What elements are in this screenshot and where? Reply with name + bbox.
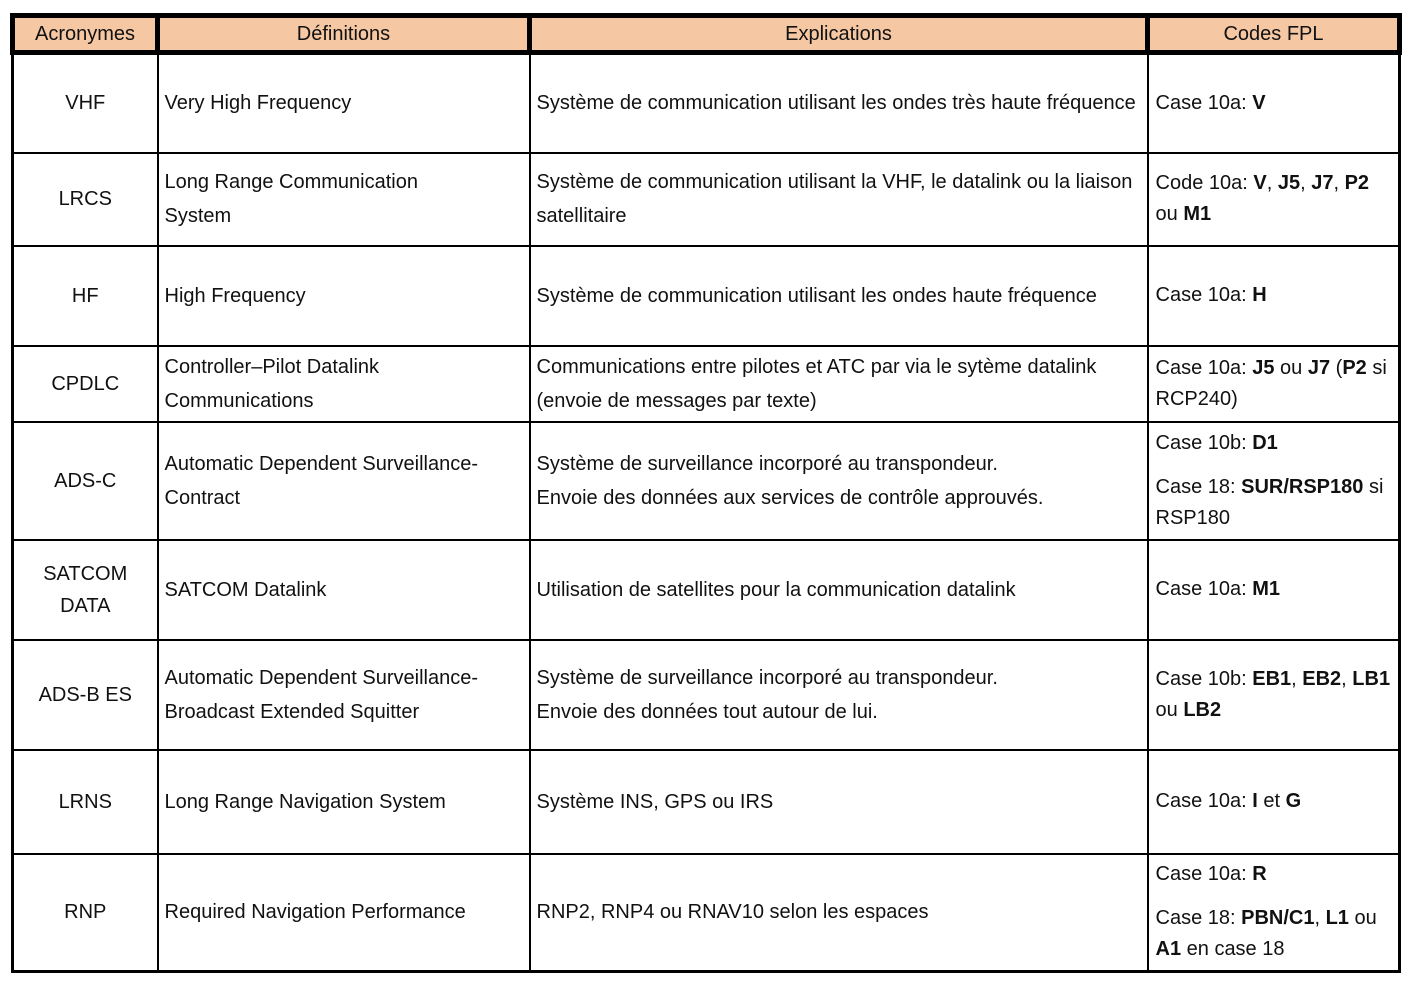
explanation-cell: Utilisation de satellites pour la commun… <box>528 538 1149 641</box>
acronym-cell: HF <box>11 244 159 347</box>
acronym-cell: ADS-B ES <box>11 638 159 751</box>
explanation-cell: Système de communication utilisant la VH… <box>528 151 1149 247</box>
definition-cell: Automatic Dependent Surveillance- Broadca… <box>156 638 531 751</box>
explanation-cell: Communications entre pilotes et ATC par … <box>528 344 1149 423</box>
explanation-cell: Système INS, GPS ou IRS <box>528 748 1149 855</box>
codes-cell: Case 10b: EB1, EB2, LB1 ou LB2 <box>1146 638 1401 751</box>
definition-cell: Long Range Navigation System <box>156 748 531 855</box>
explanation-cell: Système de communication utilisant les o… <box>528 51 1149 154</box>
codes-cell: Case 10b: D1 Case 18: SUR/RSP180 si RSP18… <box>1146 420 1401 541</box>
acronym-cell: LRCS <box>11 151 159 247</box>
acronym-cell: SATCOM DATA <box>11 538 159 641</box>
table-row: ADS-B ES Automatic Dependent Surveillanc… <box>11 638 1401 751</box>
definition-cell: High Frequency <box>156 244 531 347</box>
definition-cell: Long Range Communication System <box>156 151 531 247</box>
table-row: RNP Required Navigation Performance RNP2… <box>11 852 1401 973</box>
table-row: LRNS Long Range Navigation System Systèm… <box>11 748 1401 855</box>
definition-cell: Required Navigation Performance <box>156 852 531 973</box>
acronym-cell: ADS-C <box>11 420 159 541</box>
table-header-row: Acronymes Définitions Explications Codes… <box>10 13 1402 55</box>
definition-cell: Controller–Pilot Datalink Communications <box>156 344 531 423</box>
codes-cell: Code 10a: V, J5, J7, P2 ou M1 <box>1146 151 1401 247</box>
table-row: HF High Frequency Système de communicati… <box>11 244 1401 347</box>
table-body: VHF Very High Frequency Système de commu… <box>11 51 1401 973</box>
acronym-reference-table: Acronymes Définitions Explications Codes… <box>10 13 1402 973</box>
header-acronymes: Acronymes <box>10 13 160 55</box>
table-row: SATCOM DATA SATCOM Datalink Utilisation … <box>11 538 1401 641</box>
codes-cell: Case 10a: H <box>1146 244 1401 347</box>
acronym-cell: CPDLC <box>11 344 159 423</box>
explanation-cell: Système de surveillance incorporé au tra… <box>528 420 1149 541</box>
codes-cell: Case 10a: M1 <box>1146 538 1401 641</box>
definition-cell: SATCOM Datalink <box>156 538 531 641</box>
document-page: Acronymes Définitions Explications Codes… <box>10 13 1402 973</box>
header-explications: Explications <box>527 13 1150 55</box>
table-row: ADS-C Automatic Dependent Surveillance- C… <box>11 420 1401 541</box>
header-definitions: Définitions <box>155 13 532 55</box>
table-row: LRCS Long Range Communication System Syst… <box>11 151 1401 247</box>
explanation-cell: RNP2, RNP4 ou RNAV10 selon les espaces <box>528 852 1149 973</box>
acronym-cell: VHF <box>11 51 159 154</box>
definition-cell: Automatic Dependent Surveillance- Contrac… <box>156 420 531 541</box>
acronym-cell: RNP <box>11 852 159 973</box>
codes-cell: Case 10a: R Case 18: PBN/C1, L1 ou A1 en … <box>1146 852 1401 973</box>
definition-cell: Very High Frequency <box>156 51 531 154</box>
table-row: VHF Very High Frequency Système de commu… <box>11 51 1401 154</box>
codes-cell: Case 10a: I et G <box>1146 748 1401 855</box>
codes-cell: Case 10a: V <box>1146 51 1401 154</box>
acronym-cell: LRNS <box>11 748 159 855</box>
explanation-cell: Système de surveillance incorporé au tra… <box>528 638 1149 751</box>
explanation-cell: Système de communication utilisant les o… <box>528 244 1149 347</box>
table-row: CPDLC Controller–Pilot Datalink Communica… <box>11 344 1401 423</box>
header-codes-fpl: Codes FPL <box>1145 13 1402 55</box>
codes-cell: Case 10a: J5 ou J7 (P2 si RCP240) <box>1146 344 1401 423</box>
